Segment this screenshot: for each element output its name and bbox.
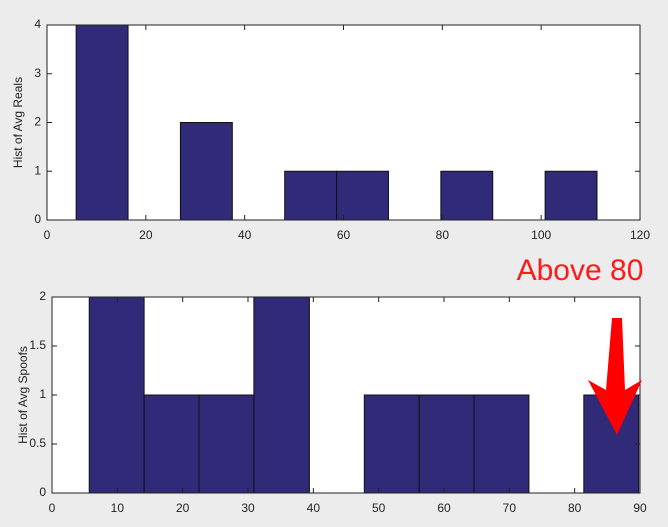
bar bbox=[179, 122, 233, 221]
annotation-arrow bbox=[588, 318, 642, 435]
bar bbox=[418, 394, 475, 494]
x-tick-label: 120 bbox=[630, 228, 650, 242]
x-tick-label: 0 bbox=[49, 501, 56, 515]
x-tick-label: 20 bbox=[176, 501, 190, 515]
y-axis-label: Hist of Avg Reals bbox=[11, 77, 25, 168]
bar bbox=[440, 170, 494, 221]
x-tick-label: 80 bbox=[436, 228, 450, 242]
y-tick-label: 0 bbox=[39, 485, 46, 499]
x-tick-label: 20 bbox=[139, 228, 153, 242]
bar bbox=[363, 394, 420, 494]
y-axis-label: Hist of Avg Spoofs bbox=[16, 346, 30, 444]
y-tick-label: 4 bbox=[34, 17, 41, 31]
y-tick-label: 2 bbox=[39, 289, 46, 303]
bar bbox=[336, 170, 389, 221]
y-tick-label: 2 bbox=[34, 115, 41, 129]
annotation: Above 80 bbox=[517, 254, 644, 287]
x-tick-label: 80 bbox=[568, 501, 582, 515]
x-tick-label: 40 bbox=[238, 228, 252, 242]
bar bbox=[253, 296, 310, 494]
bar bbox=[88, 296, 145, 494]
x-tick-label: 100 bbox=[531, 228, 551, 242]
y-tick-label: 3 bbox=[34, 66, 41, 80]
y-tick-label: 0.5 bbox=[29, 436, 46, 450]
y-tick-label: 1.5 bbox=[29, 338, 46, 352]
x-tick-label: 90 bbox=[633, 501, 647, 515]
x-tick-label: 10 bbox=[111, 501, 125, 515]
x-tick-label: 60 bbox=[437, 501, 451, 515]
x-tick-label: 0 bbox=[44, 228, 51, 242]
x-tick-label: 60 bbox=[337, 228, 351, 242]
y-tick-label: 1 bbox=[34, 163, 41, 177]
bar bbox=[473, 394, 530, 494]
y-tick-label: 0 bbox=[34, 212, 41, 226]
x-tick-label: 50 bbox=[372, 501, 386, 515]
bar bbox=[198, 394, 255, 494]
x-tick-label: 40 bbox=[307, 501, 321, 515]
bar bbox=[544, 170, 598, 221]
x-tick-label: 30 bbox=[241, 501, 255, 515]
x-tick-label: 70 bbox=[503, 501, 517, 515]
bar bbox=[143, 394, 200, 494]
bar bbox=[75, 24, 129, 221]
bar bbox=[284, 170, 338, 221]
y-tick-label: 1 bbox=[39, 387, 46, 401]
